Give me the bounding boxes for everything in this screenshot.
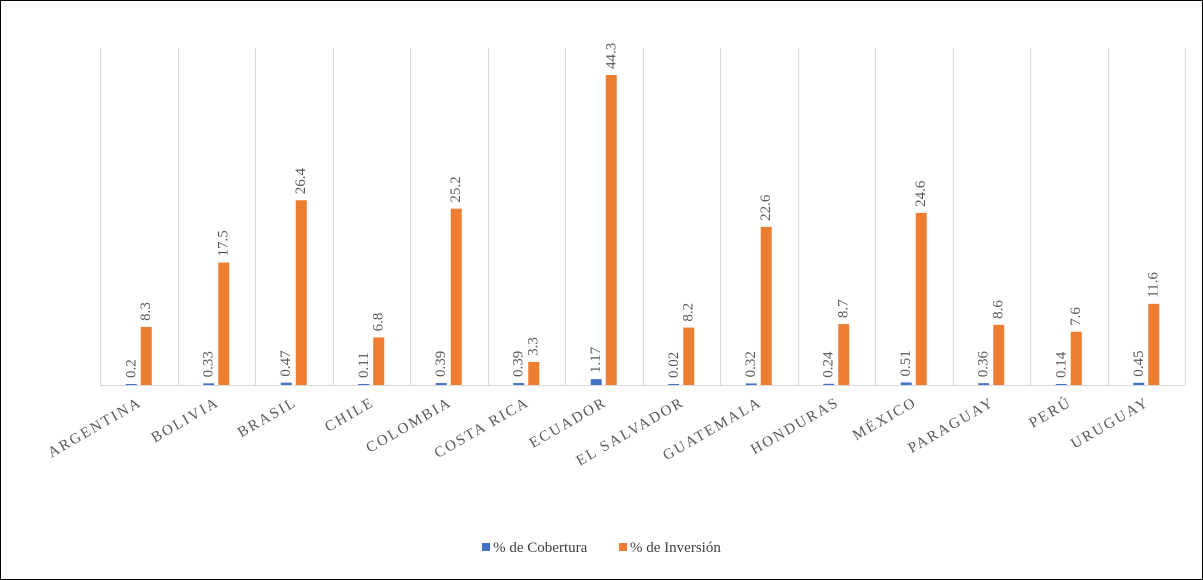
category-label: BRASIL [235,395,300,442]
bar-cobertura [668,384,680,385]
data-label-cobertura: 0.11 [356,352,372,378]
data-label-inversion: 17.5 [216,230,232,256]
data-label-inversion: 6.8 [371,313,387,332]
data-label-cobertura: 0.39 [433,351,449,377]
data-label-inversion: 3.3 [526,337,542,356]
bar-inversion [218,262,230,385]
legend-item-inversion: % de Inversión [619,540,721,557]
data-label-cobertura: 0.39 [511,351,527,377]
data-label-cobertura: 0.32 [743,351,759,377]
bar-inversion [993,324,1005,385]
category-label: HONDURAS [748,395,842,459]
legend-label-cobertura: % de Cobertura [493,540,588,556]
data-label-cobertura: 0.14 [1053,351,1069,378]
bar-cobertura [435,383,447,385]
data-label-inversion: 24.6 [913,180,929,207]
data-label-cobertura: 0.36 [976,350,992,377]
bar-cobertura [125,384,137,385]
bar-inversion [528,361,540,385]
bar-inversion [373,337,385,385]
bar-cobertura [900,382,912,385]
data-label-inversion: 7.6 [1068,307,1084,326]
data-label-cobertura: 0.51 [898,350,914,376]
data-label-cobertura: 0.2 [123,359,139,378]
data-label-inversion: 26.4 [293,168,309,195]
bar-inversion [1070,331,1082,385]
bar-inversion [140,326,152,385]
data-label-cobertura: 0.45 [1131,351,1147,377]
data-label-cobertura: 0.02 [666,352,682,378]
category-label: ARGENTINA [45,395,144,462]
data-label-inversion: 8.6 [991,300,1007,319]
bar-cobertura [280,382,292,385]
data-label-inversion: 11.6 [1146,272,1162,298]
bar-inversion [838,324,850,385]
bar-cobertura [1055,384,1067,385]
bar-cobertura [590,379,602,385]
data-label-inversion: 22.6 [758,194,774,221]
bar-inversion [683,327,695,385]
legend: % de Cobertura % de Inversión [0,540,1203,557]
category-label: PARAGUAY [906,395,998,457]
legend-swatch-cobertura [482,543,491,551]
bar-cobertura [978,383,990,385]
data-label-inversion: 44.3 [603,43,619,69]
bar-inversion [760,226,772,385]
bar-cobertura [823,383,835,385]
data-label-inversion: 25.2 [448,176,464,202]
category-label: URUGUAY [1068,395,1152,453]
category-label: CHILE [322,395,377,436]
data-label-inversion: 8.3 [138,302,154,321]
bar-inversion [450,208,462,385]
data-label-cobertura: 0.47 [278,350,294,377]
data-label-cobertura: 1.17 [588,346,604,373]
legend-label-inversion: % de Inversión [630,540,721,556]
legend-swatch-inversion [619,543,628,551]
bar-cobertura [203,383,215,385]
data-label-inversion: 8.7 [836,299,852,318]
bar-inversion [295,200,307,385]
bar-cobertura [513,383,525,385]
bar-inversion [605,75,617,385]
legend-item-cobertura: % de Cobertura [482,540,587,557]
data-label-cobertura: 0.24 [821,351,837,378]
data-label-inversion: 8.2 [681,303,697,322]
data-label-cobertura: 0.33 [201,351,217,377]
bar-inversion [915,212,927,385]
bar-inversion [1148,303,1160,385]
bar-cobertura [1133,382,1145,385]
category-label: MÉXICO [850,394,920,444]
bar-cobertura [745,383,757,385]
category-label: BOLIVIA [149,395,223,447]
bar-cobertura [358,384,370,385]
category-label: PERÚ [1026,394,1075,432]
